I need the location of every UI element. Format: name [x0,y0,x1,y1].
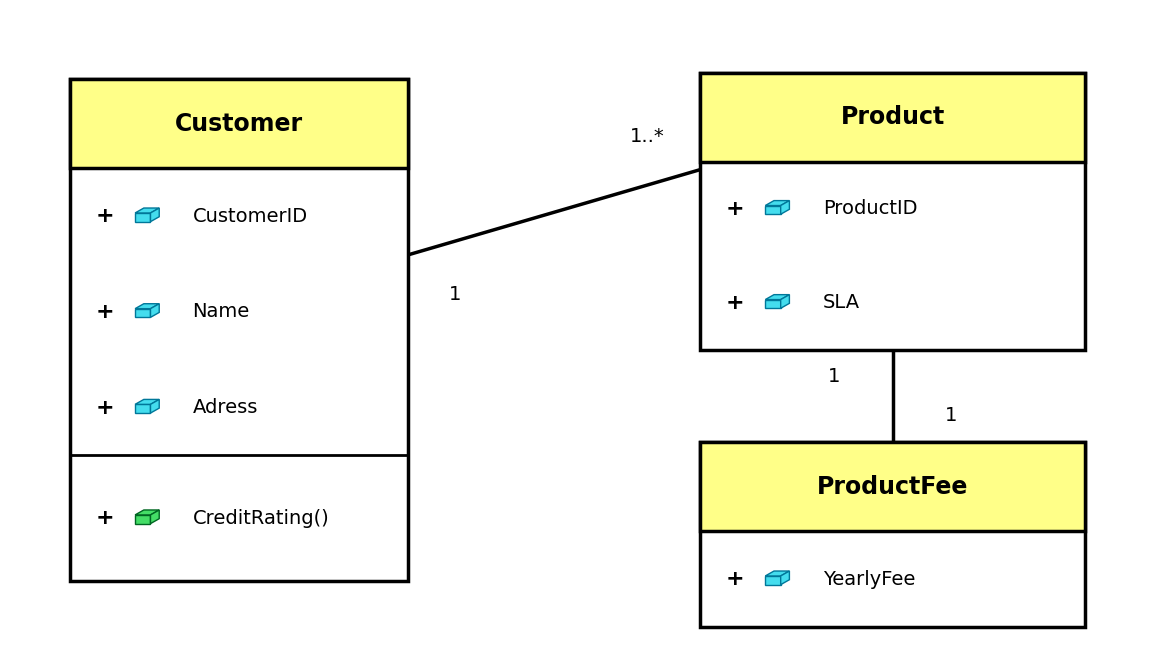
FancyBboxPatch shape [70,79,408,581]
Text: +: + [726,569,745,589]
Text: 1: 1 [449,285,461,304]
Polygon shape [781,201,789,214]
Text: +: + [96,206,114,226]
Polygon shape [151,510,159,523]
Text: +: + [726,293,745,313]
Polygon shape [151,208,159,222]
Polygon shape [766,576,781,585]
Polygon shape [135,208,159,213]
Text: 1: 1 [829,367,840,385]
Text: +: + [96,302,114,322]
Text: ProductID: ProductID [823,199,917,218]
Text: Adress: Adress [193,398,258,417]
Polygon shape [766,571,789,576]
FancyBboxPatch shape [700,442,1085,531]
Text: Customer: Customer [175,112,303,136]
FancyBboxPatch shape [700,73,1085,350]
Polygon shape [151,399,159,413]
Text: ProductFee: ProductFee [817,475,969,499]
Polygon shape [781,571,789,585]
Polygon shape [135,399,159,405]
Text: SLA: SLA [823,293,860,312]
FancyBboxPatch shape [700,73,1085,162]
Text: Name: Name [193,302,250,321]
Text: Product: Product [840,105,945,129]
Text: +: + [726,199,745,218]
FancyBboxPatch shape [70,79,408,168]
Polygon shape [135,213,151,222]
Polygon shape [135,510,159,515]
Polygon shape [135,309,151,317]
Text: CustomerID: CustomerID [193,207,308,226]
Polygon shape [766,205,781,214]
Polygon shape [135,515,151,523]
Polygon shape [781,294,789,308]
Text: +: + [96,508,114,528]
Text: 1: 1 [945,407,957,425]
Polygon shape [766,201,789,205]
Text: YearlyFee: YearlyFee [823,570,915,589]
FancyBboxPatch shape [700,442,1085,627]
Polygon shape [766,294,789,300]
Polygon shape [151,304,159,317]
Polygon shape [135,405,151,413]
Text: +: + [96,397,114,418]
Polygon shape [135,304,159,309]
Polygon shape [766,300,781,308]
Text: CreditRating(): CreditRating() [193,509,329,527]
Text: 1..*: 1..* [630,127,665,146]
